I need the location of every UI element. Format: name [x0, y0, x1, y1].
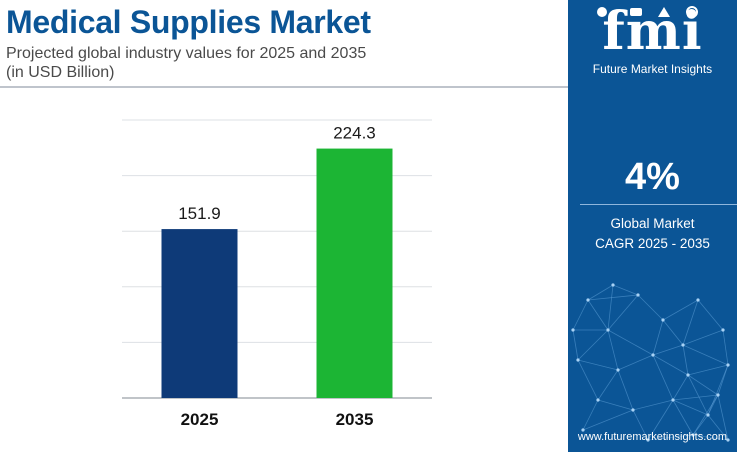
website-link[interactable]: www.futuremarketinsights.com [577, 431, 728, 443]
subtitle-line-1: Projected global industry values for 202… [6, 45, 367, 62]
brand-panel: fmi Future Market Insights 4% Global Mar… [568, 0, 737, 452]
x-tick-label-2035: 2035 [336, 410, 374, 429]
bar-2025 [161, 229, 238, 398]
network-link [722, 329, 729, 366]
network-link [632, 399, 674, 411]
network-link [707, 414, 729, 441]
network-link [682, 299, 699, 346]
chart-title: Medical Supplies Market [6, 4, 371, 40]
network-link [647, 434, 694, 441]
chart-subtitle: Projected global industry values for 202… [6, 44, 546, 82]
title-divider [0, 86, 568, 88]
network-link [617, 369, 634, 411]
network-link [652, 354, 689, 376]
network-link [662, 299, 699, 321]
network-graphic [571, 283, 730, 442]
network-link [692, 434, 729, 441]
network-link [687, 364, 729, 376]
network-node [646, 438, 650, 442]
network-node [671, 398, 675, 402]
bar-chart: 151.9 2025 224.3 2035 [122, 119, 432, 429]
network-link [672, 394, 719, 401]
subtitle-line-2: (in USD Billion) [6, 64, 115, 81]
cagr-value: 4% [625, 156, 680, 198]
x-tick-label-2025: 2025 [181, 410, 219, 429]
network-link [707, 364, 729, 416]
network-link [682, 344, 729, 366]
network-node [686, 373, 690, 377]
network-link [682, 329, 724, 346]
network-link [577, 359, 619, 371]
network-link [582, 399, 599, 431]
data-label-2035: 224.3 [333, 124, 376, 143]
network-link [672, 374, 689, 401]
cagr-label-line-1: Global Market [610, 216, 695, 231]
network-link [587, 284, 614, 301]
network-node [706, 413, 710, 417]
network-node [716, 393, 720, 397]
network-node [611, 283, 615, 287]
network-link [607, 294, 639, 331]
network-link [637, 294, 664, 321]
network-node [651, 353, 655, 357]
network-node [571, 328, 575, 332]
cagr-divider [580, 204, 737, 205]
network-link [697, 299, 724, 331]
network-node [661, 318, 665, 322]
network-node [606, 328, 610, 332]
network-node [596, 398, 600, 402]
network-link [632, 409, 649, 441]
logo-icon-strip [597, 6, 698, 18]
network-link [582, 409, 634, 431]
network-node [691, 433, 695, 437]
network-node [616, 368, 620, 372]
fmi-logo: fmi [602, 1, 703, 62]
network-node [721, 328, 725, 332]
network-node [636, 293, 640, 297]
network-mesh [571, 283, 730, 442]
network-link [612, 284, 639, 296]
network-link [652, 344, 684, 356]
network-link [572, 329, 579, 361]
network-node [581, 428, 585, 432]
logo-caption: Future Market Insights [592, 62, 713, 76]
network-link [572, 299, 589, 331]
network-link [587, 299, 609, 331]
network-node [681, 343, 685, 347]
network-node [696, 298, 700, 302]
network-link [597, 399, 634, 411]
bar-2035 [316, 148, 393, 398]
network-link [687, 374, 719, 396]
network-link [587, 294, 639, 301]
network-link [617, 354, 654, 371]
network-link [687, 374, 709, 416]
cagr-label-line-2: CAGR 2025 - 2035 [595, 236, 710, 251]
network-link [647, 399, 674, 441]
cagr-label: Global Market CAGR 2025 - 2035 [568, 214, 737, 254]
network-link [682, 344, 689, 376]
network-link [577, 359, 599, 401]
network-link [597, 369, 619, 401]
network-link [717, 394, 729, 441]
network-link [652, 354, 674, 401]
network-node [576, 358, 580, 362]
network-link [672, 399, 694, 436]
network-node [586, 298, 590, 302]
network-link [607, 284, 614, 331]
data-label-2025: 151.9 [178, 204, 221, 223]
network-link [692, 394, 719, 436]
network-link [672, 399, 709, 416]
network-link [652, 319, 664, 356]
network-node [726, 438, 730, 442]
network-link [607, 329, 619, 371]
network-link [607, 329, 654, 356]
network-link [577, 329, 609, 361]
network-link [717, 364, 729, 396]
network-node [726, 363, 730, 367]
network-node [631, 408, 635, 412]
network-link [662, 319, 684, 346]
